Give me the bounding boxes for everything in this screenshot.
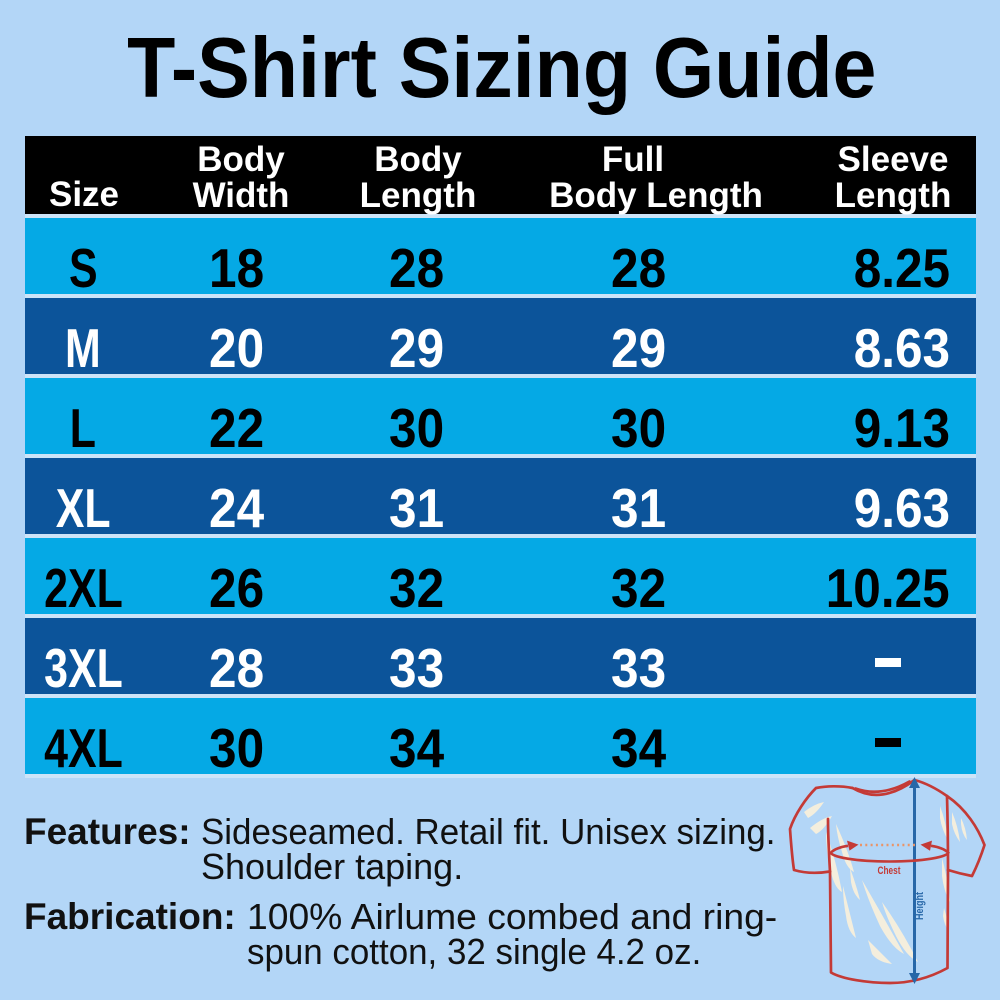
svg-text:Height: Height [914,892,926,920]
svg-text:Chest: Chest [878,865,901,877]
